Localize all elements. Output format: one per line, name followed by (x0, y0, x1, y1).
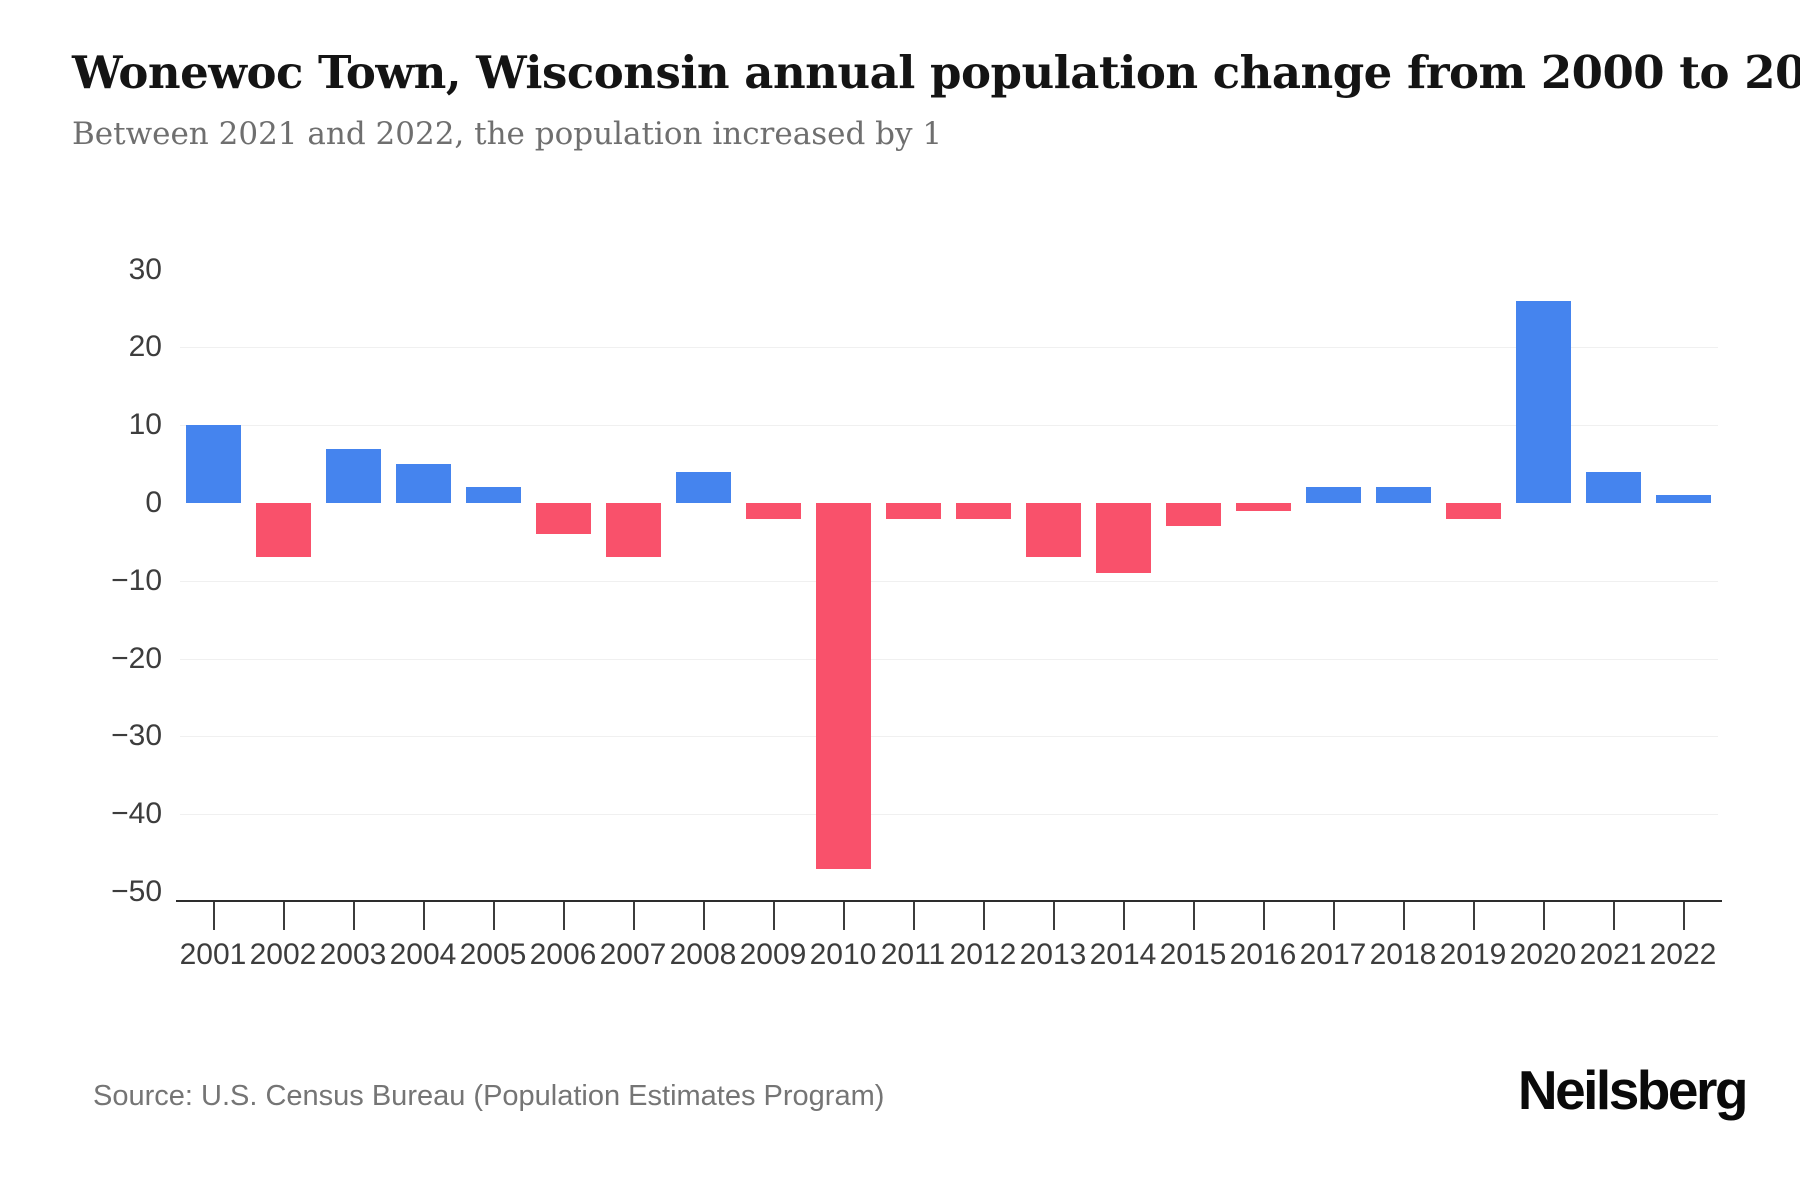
bar-2016[interactable] (1236, 503, 1291, 511)
bar-2019[interactable] (1446, 503, 1501, 519)
x-tick-label: 2016 (1229, 938, 1297, 971)
x-tick-label: 2013 (1019, 938, 1087, 971)
x-tick (283, 902, 285, 930)
x-tick (1403, 902, 1405, 930)
x-tick-label: 2022 (1649, 938, 1717, 971)
x-tick-label: 2020 (1509, 938, 1577, 971)
gridline-20 (180, 347, 1718, 348)
x-tick (703, 902, 705, 930)
gridline--10 (180, 581, 1718, 582)
x-tick (1193, 902, 1195, 930)
x-tick-label: 2005 (459, 938, 527, 971)
x-tick-label: 2004 (389, 938, 457, 971)
brand-logo[interactable]: Neilsberg (1517, 1059, 1749, 1121)
y-axis-label: −30 (111, 719, 162, 752)
x-tick (213, 902, 215, 930)
x-tick-label: 2008 (669, 938, 737, 971)
y-axis-label: −40 (111, 797, 162, 830)
x-tick-label: 2012 (949, 938, 1017, 971)
bar-2022[interactable] (1656, 495, 1711, 503)
bar-2001[interactable] (186, 425, 241, 503)
bar-2011[interactable] (886, 503, 941, 519)
bar-2021[interactable] (1586, 472, 1641, 503)
y-axis-label: 20 (128, 330, 162, 363)
bar-2003[interactable] (326, 449, 381, 503)
bar-2004[interactable] (396, 464, 451, 503)
x-tick (1543, 902, 1545, 930)
x-tick (493, 902, 495, 930)
bar-2007[interactable] (606, 503, 661, 557)
x-tick-label: 2017 (1299, 938, 1367, 971)
y-axis-label: 30 (128, 253, 162, 286)
x-tick (1263, 902, 1265, 930)
x-tick-label: 2011 (880, 938, 946, 971)
x-tick-label: 2021 (1579, 938, 1647, 971)
y-axis-label: −10 (111, 564, 162, 597)
x-tick (1683, 902, 1685, 930)
bar-2002[interactable] (256, 503, 311, 557)
x-tick (563, 902, 565, 930)
x-tick (1333, 902, 1335, 930)
gridline-10 (180, 425, 1718, 426)
bar-2020[interactable] (1516, 301, 1571, 503)
bar-2017[interactable] (1306, 487, 1361, 503)
x-tick-label: 2019 (1439, 938, 1507, 971)
x-tick-label: 2010 (809, 938, 877, 971)
bar-2012[interactable] (956, 503, 1011, 519)
bar-2015[interactable] (1166, 503, 1221, 526)
x-tick (633, 902, 635, 930)
x-tick (913, 902, 915, 930)
gridline--40 (180, 814, 1718, 815)
x-axis-line (176, 900, 1722, 902)
x-tick (353, 902, 355, 930)
x-tick-label: 2003 (319, 938, 387, 971)
x-tick-label: 2009 (739, 938, 807, 971)
bar-2014[interactable] (1096, 503, 1151, 573)
x-tick (1053, 902, 1055, 930)
y-axis-label: 10 (128, 408, 162, 441)
x-tick-label: 2001 (179, 938, 247, 971)
bar-2013[interactable] (1026, 503, 1081, 557)
x-tick (1473, 902, 1475, 930)
y-axis-label: −20 (111, 642, 162, 675)
y-axis-label: 0 (145, 486, 162, 519)
y-axis-label: −50 (111, 875, 162, 908)
x-tick (423, 902, 425, 930)
x-tick (983, 902, 985, 930)
bar-2008[interactable] (676, 472, 731, 503)
chart-subtitle: Between 2021 and 2022, the population in… (72, 116, 943, 152)
gridline--30 (180, 736, 1718, 737)
x-tick (843, 902, 845, 930)
x-tick (1123, 902, 1125, 930)
bar-2009[interactable] (746, 503, 801, 519)
x-tick-label: 2002 (249, 938, 317, 971)
x-tick (773, 902, 775, 930)
x-tick-label: 2015 (1159, 938, 1227, 971)
x-tick (1613, 902, 1615, 930)
gridline--20 (180, 659, 1718, 660)
x-tick-label: 2007 (599, 938, 667, 971)
x-tick-label: 2018 (1369, 938, 1437, 971)
source-note: Source: U.S. Census Bureau (Population E… (93, 1080, 885, 1112)
page-title: Wonewoc Town, Wisconsin annual populatio… (72, 46, 1800, 99)
x-tick-label: 2006 (529, 938, 597, 971)
bar-2010[interactable] (816, 503, 871, 869)
x-tick-label: 2014 (1089, 938, 1157, 971)
bar-2006[interactable] (536, 503, 591, 534)
bar-2018[interactable] (1376, 487, 1431, 503)
bar-2005[interactable] (466, 487, 521, 503)
